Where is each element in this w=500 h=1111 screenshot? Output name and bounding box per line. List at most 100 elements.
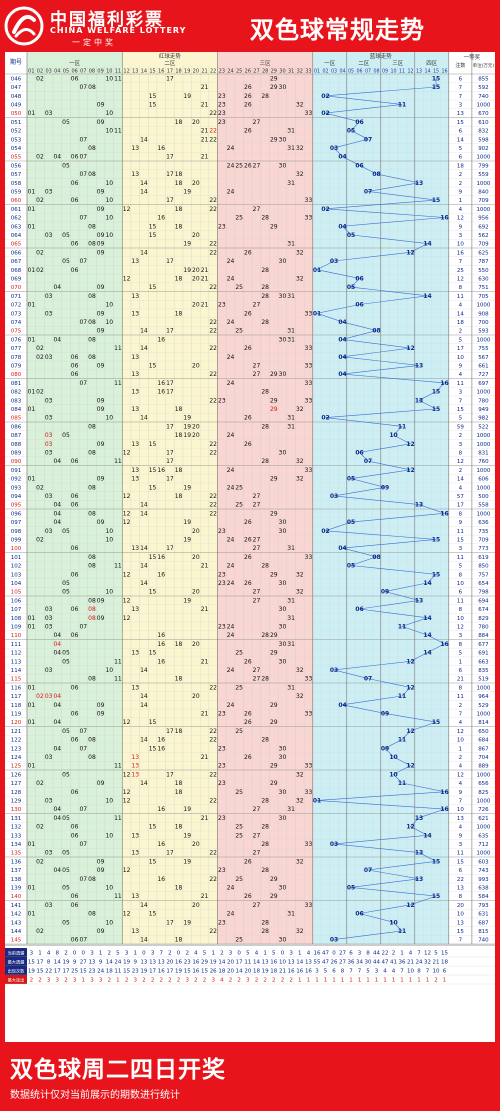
blue-column-number: 16 (441, 69, 447, 75)
red-column-number: 29 (271, 69, 277, 75)
stats-value: 8 (47, 960, 51, 966)
red-ball-number: 28 (261, 423, 269, 430)
prize-amount-value: 562 (478, 233, 489, 239)
red-ball-number: 01 (28, 389, 36, 396)
stats-value: 9 (134, 960, 138, 966)
prize-count-value: 8 (459, 285, 463, 291)
prize-count-value: 10 (457, 581, 464, 587)
prize-count-value: 13 (457, 111, 464, 117)
red-ball-number: 03 (45, 188, 53, 195)
stats-value: 7 (426, 969, 430, 975)
red-ball-number: 30 (279, 258, 287, 265)
prize-count-value: 11 (457, 694, 464, 700)
red-ball-number: 26 (244, 162, 252, 169)
period-number: 090 (11, 459, 22, 465)
prize-amount-value: 982 (478, 416, 489, 422)
prize-amount-value: 780 (478, 398, 489, 404)
period-number: 118 (11, 703, 22, 709)
stats-value: 3 (99, 978, 103, 984)
red-ball-number: 18 (175, 310, 183, 317)
stats-value: 17 (62, 969, 69, 975)
red-ball-number: 30 (279, 606, 287, 613)
red-ball-number: 10 (105, 232, 113, 239)
stats-value: 3 (56, 978, 60, 984)
stats-value: 13 (140, 960, 147, 966)
prize-count-value: 7 (459, 398, 463, 404)
blue-ball-number: 11 (398, 623, 406, 630)
red-ball-number: 16 (157, 389, 165, 396)
red-ball-number: 32 (296, 275, 304, 282)
red-column-number: 20 (193, 69, 199, 75)
blue-column-number: 15 (433, 69, 439, 75)
red-ball-number: 31 (287, 911, 295, 918)
blue-column-number: 02 (322, 69, 328, 75)
prize-count-value: 12 (457, 216, 464, 222)
red-ball-number: 24 (227, 623, 235, 630)
blue-ball-number: 14 (423, 580, 431, 587)
red-ball-number: 04 (53, 815, 61, 822)
red-ball-number: 26 (244, 754, 252, 761)
red-ball-number: 16 (157, 467, 165, 474)
red-ball-number: 06 (71, 267, 79, 274)
red-ball-number: 11 (114, 763, 122, 770)
red-ball-number: 28 (261, 284, 269, 291)
red-ball-number: 09 (97, 206, 105, 213)
red-ball-number: 23 (218, 571, 226, 578)
prize-count-value: 3 (459, 633, 463, 639)
red-ball-number: 30 (279, 658, 287, 665)
red-ball-number: 13 (131, 441, 139, 448)
stats-value: 14 (106, 960, 113, 966)
stats-value: 4 (409, 951, 413, 957)
red-ball-number: 03 (45, 432, 53, 439)
blue-ball-number: 08 (372, 328, 380, 335)
red-ball-number: 18 (175, 171, 183, 178)
red-ball-number: 32 (296, 249, 304, 256)
blue-ball-number: 13 (415, 850, 423, 857)
prize-count-value: 8 (459, 511, 463, 517)
red-ball-number: 29 (270, 780, 278, 787)
stats-label-bg (5, 966, 27, 975)
red-ball-number: 10 (105, 75, 113, 82)
red-ball-number: 07 (79, 745, 87, 752)
period-number: 074 (11, 320, 22, 326)
prize-amount-value: 908 (478, 311, 489, 317)
red-ball-number: 14 (140, 780, 148, 787)
prize-amount-value: 1000 (476, 511, 490, 517)
red-ball-number: 03 (45, 693, 53, 700)
red-ball-number: 15 (149, 467, 157, 474)
red-ball-number: 31 (287, 145, 295, 152)
blue-ball-number: 14 (423, 650, 431, 657)
prize-amount-value: 661 (478, 363, 489, 369)
prize-amount-value: 993 (478, 877, 489, 883)
red-ball-number: 26 (244, 415, 252, 422)
stats-value: 5 (116, 951, 120, 957)
blue-ball-number: 14 (423, 615, 431, 622)
prize-count-value: 7 (459, 711, 463, 717)
red-ball-number: 02 (36, 858, 44, 865)
prize-amount-value: 500 (478, 494, 489, 500)
red-ball-number: 06 (71, 571, 79, 578)
red-ball-number: 29 (270, 371, 278, 378)
red-ball-number: 14 (140, 188, 148, 195)
red-ball-number: 10 (105, 415, 113, 422)
blue-ball-number: 13 (415, 362, 423, 369)
red-ball-number: 08 (88, 241, 96, 248)
red-ball-number: 16 (157, 380, 165, 387)
red-column-number: 06 (71, 69, 77, 75)
red-ball-number: 33 (305, 710, 313, 717)
period-number: 116 (11, 685, 22, 691)
blue-ball-number: 07 (364, 188, 372, 195)
red-ball-number: 23 (218, 919, 226, 926)
prize-count-value: 11 (457, 529, 464, 535)
red-ball-number: 13 (131, 406, 139, 413)
red-ball-number: 09 (97, 328, 105, 335)
red-ball-number: 05 (62, 432, 70, 439)
red-ball-number: 03 (45, 310, 53, 317)
blue-ball-number: 12 (406, 658, 414, 665)
blue-ball-number: 06 (355, 606, 363, 613)
red-ball-number: 33 (305, 215, 313, 222)
prize-amount-value: 740 (478, 938, 489, 944)
red-ball-number: 30 (279, 449, 287, 456)
prize-amount-value: 850 (478, 564, 489, 570)
red-ball-number: 13 (131, 171, 139, 178)
